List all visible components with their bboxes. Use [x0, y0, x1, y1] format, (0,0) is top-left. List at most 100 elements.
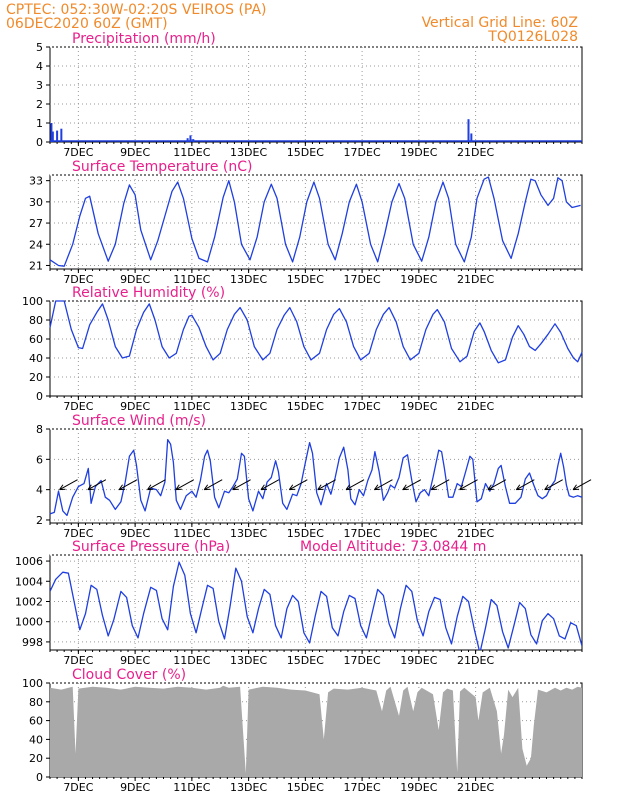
wind-arrow — [544, 479, 563, 491]
y-tick-label: 0 — [36, 771, 43, 784]
y-tick-label: 0 — [36, 390, 43, 403]
y-tick-label: 1004 — [15, 575, 43, 588]
x-tick-label: 19DEC — [400, 273, 437, 286]
x-tick-label: 19DEC — [400, 146, 437, 159]
wind-arrow — [118, 479, 138, 491]
x-tick-label: 13DEC — [230, 654, 267, 667]
y-tick-label: 0 — [36, 136, 43, 149]
x-tick-label: 7DEC — [63, 273, 93, 286]
panel-title: Surface Temperature (nC) — [72, 159, 253, 175]
x-tick-label: 21DEC — [457, 146, 494, 159]
y-tick-label: 1002 — [15, 595, 43, 608]
x-tick-label: 11DEC — [173, 654, 210, 667]
x-tick-label: 9DEC — [120, 273, 150, 286]
wind-arrow — [374, 479, 393, 491]
y-tick-label: 20 — [29, 371, 43, 384]
x-tick-label: 21DEC — [457, 400, 494, 413]
wind-arrow — [147, 479, 166, 491]
panel-title: Surface Wind (m/s) — [72, 413, 206, 429]
x-tick-label: 19DEC — [400, 654, 437, 667]
wind-arrow — [430, 479, 450, 491]
x-tick-label: 11DEC — [173, 146, 210, 159]
x-tick-label: 11DEC — [173, 527, 210, 540]
y-tick-label: 60 — [29, 333, 43, 346]
y-tick-label: 40 — [29, 352, 43, 365]
x-tick-label: 17DEC — [344, 146, 381, 159]
x-tick-label: 13DEC — [230, 146, 267, 159]
wind-arrow — [260, 479, 280, 491]
wind-arrow — [288, 479, 308, 491]
y-tick-label: 100 — [22, 295, 43, 308]
x-tick-label: 11DEC — [173, 781, 210, 794]
humidity-series-line — [49, 300, 583, 364]
panel-frame — [49, 46, 583, 143]
panel-humidity: Relative Humidity (%) 0 20 40 60 80 100 7DEC 9DE… — [22, 285, 583, 413]
y-tick-label: 4 — [36, 484, 43, 497]
x-tick-label: 21DEC — [457, 654, 494, 667]
y-tick-label: 80 — [29, 314, 43, 327]
wind-arrow — [515, 479, 535, 491]
panel-title: Relative Humidity (%) — [72, 285, 225, 301]
header-model-id: TQ0126L028 — [487, 29, 578, 45]
wind-arrow — [402, 479, 422, 491]
x-tick-label: 15DEC — [287, 273, 324, 286]
wind-arrow — [59, 479, 78, 491]
x-tick-label: 17DEC — [344, 654, 381, 667]
y-tick-label: 3 — [36, 79, 43, 92]
x-tick-label: 17DEC — [344, 273, 381, 286]
panel-annotation: Model Altitude: 73.0844 m — [300, 539, 486, 555]
panel-title: Surface Pressure (hPa) — [72, 539, 230, 555]
header-location: CPTEC: 052:30W-02:20S VEIROS (PA) — [6, 2, 267, 18]
y-tick-label: 2 — [36, 98, 43, 111]
x-tick-label: 15DEC — [287, 146, 324, 159]
x-tick-label: 7DEC — [63, 146, 93, 159]
x-tick-label: 13DEC — [230, 781, 267, 794]
panels: Precipitation (mm/h) 0 1 2 3 4 5 7DEC 9DEC 11DEC 1… — [15, 31, 592, 794]
y-tick-label: 40 — [29, 733, 43, 746]
y-tick-label: 100 — [22, 677, 43, 690]
y-tick-label: 8 — [36, 423, 43, 436]
wind-series-line — [49, 438, 583, 517]
y-tick-label: 4 — [36, 60, 43, 73]
x-tick-label: 15DEC — [287, 654, 324, 667]
x-tick-label: 9DEC — [120, 654, 150, 667]
panel-cloud-cover: Cloud Cover (%) 0 20 40 60 80 100 7DEC 9DEC 11DEC… — [22, 667, 583, 794]
x-tick-label: 15DEC — [287, 781, 324, 794]
x-tick-label: 19DEC — [400, 527, 437, 540]
x-tick-label: 17DEC — [344, 781, 381, 794]
x-tick-label: 21DEC — [457, 781, 494, 794]
y-tick-label: 998 — [22, 636, 43, 649]
wind-arrow — [487, 479, 507, 491]
wind-arrow — [175, 479, 195, 491]
wind-arrow — [459, 479, 478, 491]
y-tick-label: 5 — [36, 41, 43, 54]
x-tick-label: 9DEC — [120, 146, 150, 159]
x-tick-label: 13DEC — [230, 273, 267, 286]
x-tick-label: 7DEC — [63, 527, 93, 540]
y-tick-label: 30 — [29, 196, 43, 209]
x-tick-label: 19DEC — [400, 781, 437, 794]
x-tick-label: 19DEC — [400, 400, 437, 413]
wind-arrow — [572, 479, 592, 491]
pressure-series-line — [50, 561, 582, 650]
y-tick-label: 33 — [29, 175, 43, 188]
y-tick-label: 21 — [29, 259, 43, 272]
temperature-series-line — [49, 176, 581, 267]
y-tick-label: 1000 — [15, 616, 43, 629]
y-tick-label: 20 — [29, 752, 43, 765]
y-tick-label: 6 — [36, 453, 43, 466]
x-tick-label: 11DEC — [173, 273, 210, 286]
panel-wind: Surface Wind (m/s) 2 4 6 8 7DEC 9DEC 11DEC 13DEC… — [36, 413, 592, 540]
panel-pressure: Surface Pressure (hPa) Model Altitude: 73… — [15, 539, 583, 667]
panel-frame — [49, 300, 583, 397]
x-tick-label: 9DEC — [120, 781, 150, 794]
x-tick-label: 9DEC — [120, 400, 150, 413]
panel-frame — [49, 428, 583, 524]
y-tick-label: 1006 — [15, 555, 43, 568]
wind-arrow — [203, 479, 223, 491]
x-tick-label: 7DEC — [63, 400, 93, 413]
panel-temperature: Surface Temperature (nC) 21 24 27 30 33 7DEC 9D… — [29, 159, 583, 286]
header-grid-info: Vertical Grid Line: 60Z — [422, 15, 578, 31]
x-tick-label: 15DEC — [287, 400, 324, 413]
panel-precipitation: Precipitation (mm/h) 0 1 2 3 4 5 7DEC 9DEC 11DEC 1… — [36, 31, 583, 159]
